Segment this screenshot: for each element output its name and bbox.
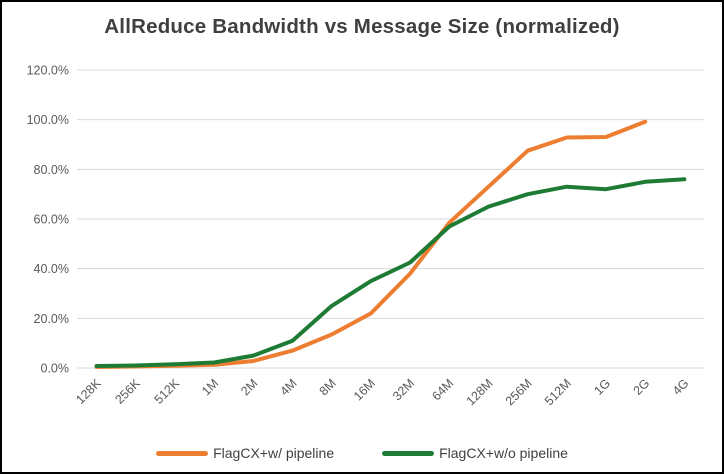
x-axis-tick-label: 64M (429, 376, 456, 403)
y-axis-tick-label: 20.0% (34, 312, 69, 326)
x-axis-tick-label: 2M (238, 376, 260, 398)
y-axis-tick-label: 80.0% (34, 163, 69, 177)
y-axis-tick-label: 60.0% (34, 213, 69, 227)
y-axis-tick-label: 40.0% (34, 262, 69, 276)
x-axis-tick-label: 128M (464, 376, 496, 408)
x-axis-tick-label: 256K (112, 376, 143, 407)
x-axis-tick-label: 1G (591, 376, 613, 398)
series-line-flagcx-w-o-pipeline (94, 177, 687, 368)
chart-title: AllReduce Bandwidth vs Message Size (nor… (104, 15, 620, 38)
x-axis-tick-label: 4M (277, 376, 299, 398)
legend-line-swatch (156, 450, 209, 456)
x-axis-tick-label: 16M (351, 376, 378, 403)
y-axis-tick-label: 100.0% (27, 113, 69, 127)
x-axis-tick-label: 1M (199, 376, 221, 398)
plot-area: 0.0% 20.0% 40.0% 60.0% 80.0% 100.0% 120.0% 128K… (27, 64, 704, 408)
x-axis-tick-label: 256M (503, 376, 535, 408)
legend: FlagCX+w/ pipeline FlagCX+w/o pipeline (2, 445, 722, 461)
legend-line-swatch (382, 450, 435, 456)
legend-label: FlagCX+w/o pipeline (439, 445, 568, 461)
x-axis-tick-label: 512K (152, 376, 183, 407)
y-axis-tick-label: 0.0% (41, 362, 70, 376)
legend-item-flagcx-w-pipeline: FlagCX+w/ pipeline (156, 445, 334, 461)
y-axis-tick-label: 120.0% (27, 64, 69, 78)
legend-item-flagcx-w-o-pipeline: FlagCX+w/o pipeline (382, 445, 568, 461)
legend-label: FlagCX+w/ pipeline (213, 445, 335, 461)
x-axis-tick-label: 512M (542, 376, 574, 408)
x-axis-tick-label: 2G (631, 376, 653, 398)
x-axis-tick-label: 128K (73, 376, 104, 407)
x-axis-tick-label: 8M (317, 376, 339, 398)
x-axis-tick-label: 4G (670, 376, 692, 398)
x-axis-tick-label: 32M (390, 376, 417, 403)
series-line-flagcx-w-pipeline (94, 119, 648, 369)
